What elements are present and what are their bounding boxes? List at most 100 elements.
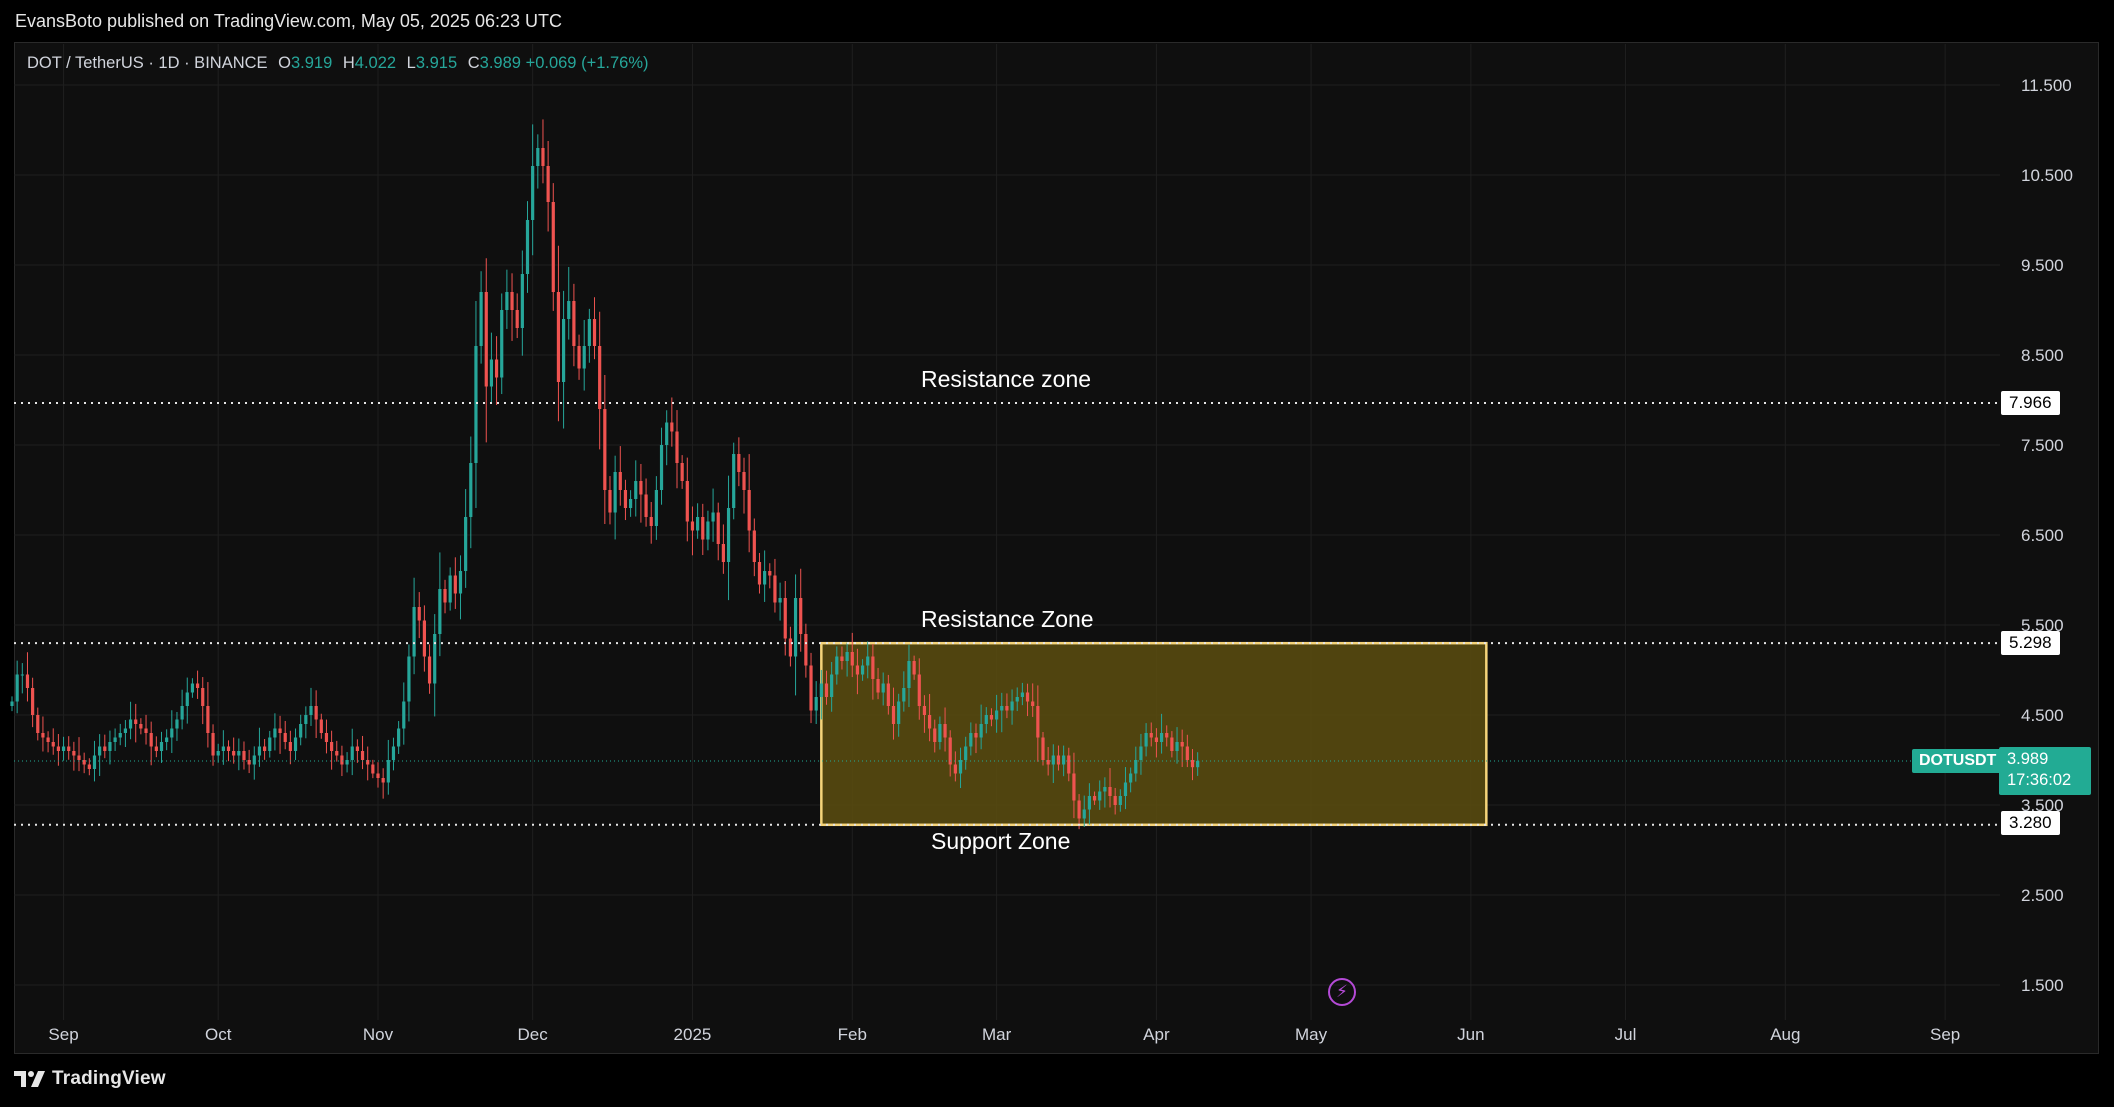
candle-body [273, 728, 277, 738]
y-tick-label: 9.500 [2021, 256, 2064, 275]
grid-lines [14, 44, 2000, 1020]
candle-body [36, 715, 40, 733]
candle-body [464, 517, 468, 571]
candle-body [726, 508, 731, 562]
candle-body [809, 665, 813, 711]
chart-frame[interactable] [14, 42, 2099, 1054]
candle-body [1144, 733, 1148, 747]
candle-body [670, 422, 674, 432]
candle-body [1185, 746, 1189, 760]
candle-body [180, 706, 184, 720]
candle-body [1170, 737, 1174, 751]
candle-body [46, 737, 50, 742]
candle-body [123, 728, 128, 733]
candle-body [608, 490, 612, 513]
candle-body [1103, 787, 1107, 792]
symbol-title[interactable]: DOT / TetherUS · 1D · BINANCE [27, 54, 268, 72]
resistance-zone-mid-label[interactable]: Resistance Zone [921, 606, 1094, 632]
candle-body [360, 751, 365, 760]
lightning-icon[interactable]: ⚡ [1328, 978, 1356, 1006]
candle-body [654, 490, 658, 526]
candle-body [902, 688, 906, 702]
candle-body [871, 656, 875, 679]
candle-body [793, 598, 798, 657]
candle-body [262, 746, 267, 751]
candle-body [402, 701, 406, 729]
candle-body [98, 746, 102, 756]
candle-body [561, 319, 566, 382]
x-tick-label: Sep [1930, 1025, 1960, 1044]
candle-body [20, 674, 24, 676]
candle-body [510, 292, 514, 310]
candle-body [25, 674, 30, 688]
symbol-price-label: DOTUSDT [1912, 748, 2004, 773]
candle-body [757, 562, 762, 585]
candle-body [716, 512, 720, 544]
candle-body [108, 742, 112, 751]
candle-body [366, 760, 370, 765]
candle-body [345, 760, 349, 765]
candle-body [1129, 773, 1133, 783]
y-tick-label: 11.500 [2021, 76, 2072, 95]
candle-body [830, 674, 834, 697]
y-axis: 1.500 2.500 3.500 4.500 5.500 6.500 7.500 8.500… [2021, 76, 2073, 995]
top-bar: EvansBoto published on TradingView.com, … [0, 0, 2114, 42]
support-zone-label[interactable]: Support Zone [931, 828, 1071, 854]
candle-body [118, 733, 122, 738]
candle-body [835, 656, 839, 675]
consolidation-zone[interactable] [820, 641, 1488, 827]
candle-body [489, 359, 494, 387]
candle-body [1134, 760, 1138, 774]
candle-body [195, 683, 200, 688]
candle-body [448, 575, 452, 603]
candle-body [51, 742, 55, 747]
open-label: O [278, 54, 291, 72]
price-tag-support: 3.280 [2001, 811, 2060, 835]
candle-body [649, 517, 653, 526]
candle-body [824, 683, 829, 697]
candle-body [582, 346, 586, 369]
candle-body [427, 656, 432, 684]
candle-body [768, 571, 772, 576]
open-value: 3.919 [290, 54, 333, 72]
candle-body [113, 737, 117, 742]
candle-body [278, 728, 282, 733]
candle-body [144, 728, 148, 733]
resistance-zone-top-label[interactable]: Resistance zone [921, 366, 1092, 392]
candle-body [134, 719, 138, 724]
candle-body [799, 598, 803, 634]
candle-body [92, 755, 97, 769]
candle-body [964, 746, 968, 760]
candle-body [1056, 755, 1061, 765]
candle-body [350, 746, 354, 760]
tradingview-brand[interactable]: TradingView [14, 1068, 166, 1090]
candle-body [763, 571, 767, 585]
candle-body [10, 701, 14, 706]
candle-body [247, 760, 251, 765]
candle-body [881, 683, 885, 693]
candle-body [860, 665, 865, 675]
x-tick-label: Aug [1770, 1025, 1800, 1044]
candle-body [185, 692, 189, 706]
candle-body [469, 463, 473, 517]
last-price-value: 3.989 [2007, 749, 2049, 768]
candle-body [1159, 733, 1164, 742]
high-label: H [342, 54, 355, 72]
candle-body [1082, 809, 1086, 819]
candle-body [613, 472, 617, 513]
candle-body [598, 346, 602, 409]
candle-body [139, 724, 143, 729]
candle-body [907, 661, 911, 688]
candle-body [644, 494, 648, 517]
candle-body [422, 620, 426, 657]
candles [10, 119, 1200, 830]
candle-body [479, 292, 483, 346]
candle-body [67, 746, 71, 751]
candle-body [299, 724, 303, 738]
candle-body [474, 346, 478, 463]
candle-body [721, 544, 725, 562]
candle-body [701, 517, 705, 540]
candle-body [355, 746, 359, 751]
candle-body [958, 760, 963, 774]
